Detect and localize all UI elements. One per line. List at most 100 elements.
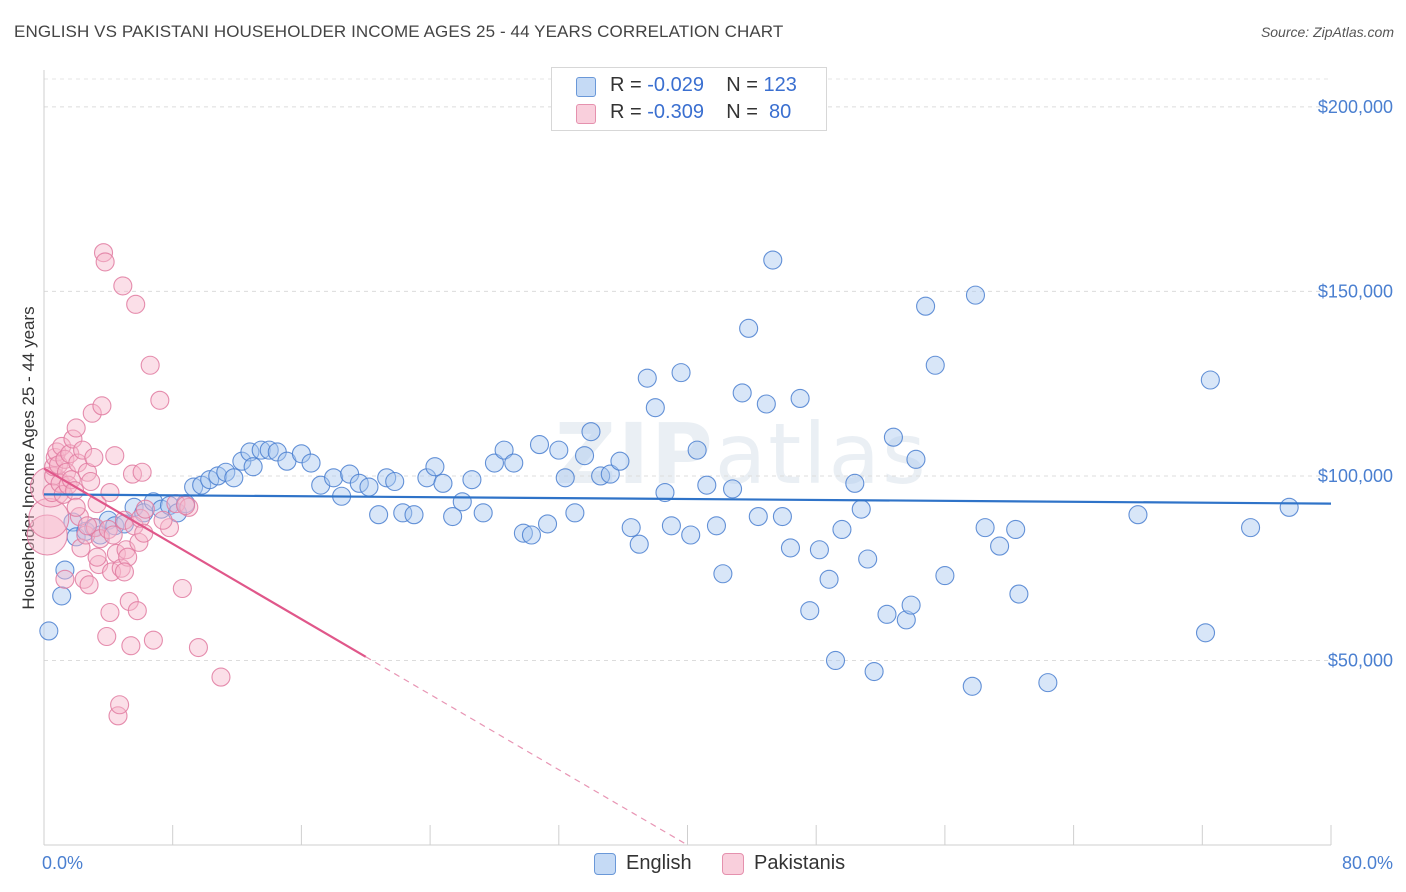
legend-n-value: 80 (763, 101, 792, 123)
pakistani-point (66, 418, 86, 438)
english-point (513, 523, 533, 543)
pakistani-point (66, 497, 86, 517)
pakistani-point (118, 547, 138, 567)
pakistani-point (150, 390, 170, 410)
english-point (763, 250, 783, 270)
english-point (581, 422, 601, 442)
english-point (637, 368, 657, 388)
legend-n-label: N = (726, 101, 764, 123)
pakistani-point (81, 471, 101, 492)
legend-r-value: -0.029 (647, 74, 704, 96)
english-point (1009, 584, 1029, 604)
pakistani-point (143, 630, 163, 650)
english-point (473, 503, 493, 523)
pakistani-point (87, 547, 107, 567)
english-point (443, 506, 463, 527)
pakistani-point (82, 403, 102, 423)
pakistani-point (132, 462, 152, 482)
english-point (565, 503, 585, 523)
english-point (906, 449, 926, 469)
legend-row-pakistanis: R = -0.309 N = 80 (576, 101, 791, 127)
english-trend-line (43, 493, 1332, 505)
pakistani-point (211, 667, 231, 687)
legend-text-english: R = -0.029 N = 123 (610, 74, 797, 97)
bottom-label-english: English (626, 852, 692, 874)
english-point (1038, 673, 1058, 693)
pakistani-point (97, 626, 117, 647)
y-tick-label: $100,000 (1318, 466, 1393, 486)
english-point (591, 466, 611, 486)
y-tick-label: $200,000 (1318, 97, 1393, 117)
english-point (1200, 370, 1220, 390)
english-point (772, 506, 792, 527)
english-point (975, 518, 995, 538)
y-axis-title: Householder Income Ages 25 - 44 years (19, 306, 38, 609)
english-point (1128, 505, 1148, 525)
pakistani-trend-line (43, 467, 367, 658)
english-point (661, 516, 681, 536)
y-tick-label: $150,000 (1318, 281, 1393, 301)
pakistani-point (140, 355, 160, 375)
english-point (1195, 623, 1216, 643)
english-point (452, 492, 472, 512)
pakistani-point (176, 495, 196, 516)
english-point (574, 446, 595, 466)
english-point (143, 492, 163, 512)
english-point (621, 518, 641, 538)
legend-r-label: R = (610, 101, 648, 123)
english-point (800, 601, 820, 621)
pakistani-point (55, 569, 75, 589)
english-point (537, 514, 558, 534)
english-point (706, 516, 727, 536)
pakistani-point (92, 396, 112, 416)
english-point (877, 604, 897, 624)
english-point (713, 564, 733, 584)
legend-r-value: -0.309 (647, 101, 704, 123)
pakistani-point (179, 497, 199, 517)
pakistani-point (103, 525, 123, 545)
pakistani-point (113, 276, 133, 296)
english-point (780, 538, 801, 558)
english-point (610, 451, 630, 471)
english-point (404, 505, 424, 525)
english-point (1279, 497, 1299, 517)
english-point (555, 468, 575, 488)
source-credit: Source: ZipAtlas.com (1260, 24, 1394, 40)
pakistani-point (105, 446, 125, 466)
x-tick-label: 0.0% (42, 853, 83, 873)
english-point (243, 457, 263, 477)
english-point (748, 506, 768, 527)
pakistani-point (127, 601, 147, 621)
english-point (819, 569, 839, 589)
pakistani-point (110, 695, 130, 715)
english-point (645, 398, 665, 418)
english-point (864, 661, 884, 682)
pakistani-point (135, 499, 155, 519)
english-point (224, 468, 244, 488)
english-point (549, 440, 569, 460)
pakistani-trend-extension (365, 656, 688, 846)
english-point (369, 505, 389, 525)
pakistani-point (84, 447, 104, 468)
legend-text-pakistanis: R = -0.309 N = 80 (610, 101, 791, 124)
pakistani-point (28, 497, 70, 539)
english-point (462, 470, 482, 490)
english-point (965, 285, 986, 305)
y-tick-label: $50,000 (1328, 650, 1393, 670)
english-point (697, 475, 717, 495)
pakistani-point (188, 638, 208, 658)
legend-swatch-pakistanis (576, 104, 596, 124)
pakistani-point (114, 562, 134, 582)
english-point (349, 473, 369, 493)
english-point (790, 388, 810, 409)
english-point (687, 440, 707, 460)
pakistani-point (106, 543, 126, 564)
english-point (629, 534, 649, 554)
pakistani-point (159, 518, 180, 538)
english-point (324, 468, 344, 488)
pakistani-point (100, 483, 120, 503)
english-point (301, 453, 321, 473)
watermark-logo: ZIPatlas (555, 405, 928, 503)
english-point (883, 427, 903, 447)
